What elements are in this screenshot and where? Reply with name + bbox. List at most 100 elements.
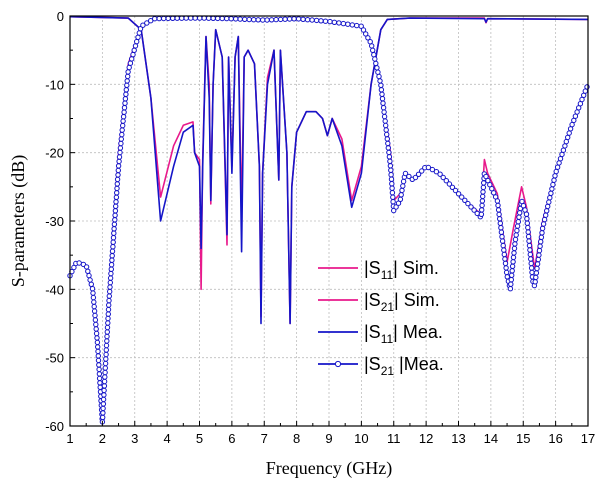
- series-marker: [374, 65, 380, 71]
- series-marker: [107, 284, 113, 290]
- series-marker: [105, 306, 112, 313]
- series-marker: [354, 22, 360, 29]
- x-tick-label: 14: [484, 431, 498, 446]
- series-marker: [406, 173, 412, 180]
- series-marker: [282, 16, 288, 22]
- series-marker: [371, 52, 377, 58]
- series-marker: [107, 279, 114, 286]
- series-marker: [174, 15, 180, 21]
- series-marker: [117, 149, 123, 156]
- series-marker: [510, 259, 516, 265]
- series-marker: [480, 189, 486, 195]
- series-marker: [525, 229, 531, 235]
- series-marker: [528, 265, 535, 271]
- series-marker: [557, 156, 564, 162]
- series-marker: [478, 211, 485, 218]
- series-marker: [385, 145, 391, 151]
- series-marker: [112, 212, 118, 219]
- series-marker: [510, 254, 517, 261]
- series-marker: [539, 225, 546, 232]
- series-marker: [215, 15, 221, 22]
- series-marker: [534, 265, 540, 272]
- series-marker: [105, 320, 111, 326]
- series-marker: [86, 272, 92, 279]
- series-marker: [524, 216, 530, 222]
- series-marker: [465, 200, 471, 207]
- series-marker: [91, 299, 97, 305]
- series-marker: [398, 192, 404, 198]
- series-marker: [495, 202, 501, 209]
- series-marker: [384, 136, 390, 142]
- series-marker: [111, 230, 117, 236]
- series-marker: [94, 339, 101, 346]
- series-marker: [511, 250, 517, 256]
- series-marker: [537, 243, 543, 249]
- series-marker: [393, 204, 399, 210]
- series-marker: [100, 410, 106, 416]
- series-marker: [122, 100, 128, 106]
- series-marker: [111, 226, 117, 232]
- series-marker: [397, 196, 404, 203]
- series-marker: [103, 356, 109, 362]
- x-tick-label: 3: [131, 431, 138, 446]
- series-marker: [336, 20, 342, 26]
- series-marker: [412, 174, 419, 181]
- series-marker: [107, 288, 113, 295]
- series-marker: [509, 268, 515, 274]
- series-marker: [501, 251, 507, 258]
- series-marker: [509, 272, 515, 278]
- series-marker: [106, 293, 113, 299]
- series-marker: [96, 371, 103, 377]
- series-marker: [152, 16, 158, 22]
- series-marker: [210, 15, 216, 21]
- series-marker: [378, 87, 385, 93]
- series-marker: [529, 269, 535, 276]
- series-marker: [504, 274, 510, 280]
- y-axis-title: S-parameters (dB): [8, 155, 29, 287]
- series-marker: [387, 163, 394, 169]
- series-marker: [481, 180, 487, 186]
- series-marker: [132, 43, 139, 49]
- series-marker: [300, 16, 306, 22]
- series-marker: [117, 145, 124, 151]
- legend: |S11| Sim. |S21| Sim. |S11| Mea. |S21 |Mea.: [318, 258, 444, 378]
- series-marker: [340, 20, 347, 27]
- series-marker: [533, 274, 539, 281]
- series-marker: [499, 238, 506, 244]
- x-tick-label: 12: [419, 431, 433, 446]
- series-marker: [517, 210, 523, 216]
- series-marker: [360, 27, 367, 33]
- series-marker: [502, 260, 509, 267]
- series-marker: [383, 127, 389, 133]
- series-marker: [384, 131, 390, 138]
- series-marker: [369, 43, 375, 49]
- series-marker: [547, 195, 553, 201]
- series-marker: [381, 113, 388, 120]
- series-marker: [161, 15, 167, 22]
- series-marker: [560, 147, 567, 153]
- series-marker: [462, 197, 468, 204]
- series-marker: [497, 216, 503, 222]
- series-marker: [514, 223, 521, 229]
- series-marker: [385, 140, 391, 147]
- y-tick-label: -10: [45, 77, 64, 92]
- series-marker: [104, 324, 111, 331]
- series-marker: [318, 18, 324, 24]
- y-tick-label: -60: [45, 419, 64, 434]
- series-marker: [113, 203, 119, 210]
- series-marker: [565, 134, 571, 141]
- series-marker: [100, 396, 107, 403]
- series-marker: [309, 17, 315, 23]
- series-marker: [532, 279, 538, 285]
- series-marker: [116, 158, 122, 165]
- series-marker: [380, 100, 386, 106]
- x-tick-label: 1: [66, 431, 73, 446]
- series-marker: [179, 15, 185, 21]
- series-marker: [515, 219, 521, 225]
- series-marker: [508, 281, 514, 287]
- legend-label: |S21| Sim.: [364, 290, 440, 314]
- series-marker: [123, 91, 129, 98]
- series-marker: [120, 114, 127, 120]
- series-marker: [402, 170, 409, 177]
- grid: [70, 16, 588, 426]
